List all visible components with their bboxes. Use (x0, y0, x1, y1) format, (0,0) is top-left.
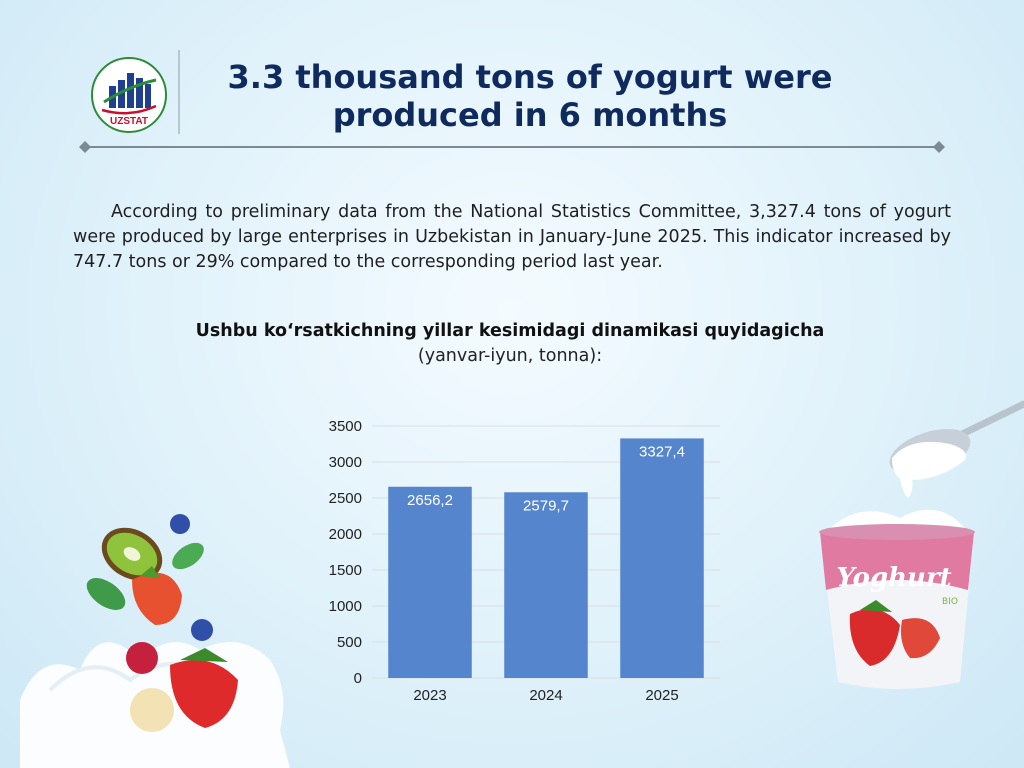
strawberry-icon (849, 600, 940, 666)
raspberry-icon (126, 642, 158, 674)
bar-chart: 0 500 1000 1500 2000 2500 3000 3500 2656,2 2023 25… (329, 418, 720, 704)
y-tick-label: 500 (337, 634, 362, 651)
title-line-1: 3.3 thousand tons of yogurt were (227, 58, 833, 96)
fruit-splash-illustration (20, 514, 290, 768)
x-tick-label: 2025 (645, 687, 678, 704)
mint-leaf-icon (86, 542, 204, 610)
logo-text: UZSTAT (110, 116, 148, 127)
chart-subheading: (yanvar-iyun, tonna): (417, 346, 603, 366)
data-label: 2656,2 (407, 492, 453, 509)
summary-paragraph: According to preliminary data from the N… (73, 202, 951, 272)
x-tick-label: 2023 (413, 687, 446, 704)
cup-label: Yoghurt (836, 563, 951, 593)
bar-2024 (504, 492, 588, 678)
y-tick-label: 3500 (329, 418, 362, 435)
data-label: 3327,4 (639, 443, 685, 460)
page-title: 3.3 thousand tons of yogurt were produce… (190, 58, 870, 134)
y-tick-label: 1000 (329, 598, 362, 615)
strawberry-icon (170, 648, 238, 728)
strawberry-icon (132, 566, 182, 625)
y-tick-label: 2000 (329, 526, 362, 543)
uzstat-logo: UZSTAT (91, 57, 167, 133)
y-tick-label: 0 (354, 670, 362, 687)
x-tick-label: 2024 (529, 687, 562, 704)
y-tick-label: 3000 (329, 454, 362, 471)
bar-2023 (388, 486, 472, 678)
data-label: 2579,7 (523, 497, 569, 514)
header-separator (178, 50, 180, 134)
chart-heading: Ushbu koʻrsatkichning yillar kesimidagi … (195, 321, 825, 341)
spoon-icon (889, 400, 1024, 498)
y-tick-label: 2500 (329, 490, 362, 507)
title-line-2: produced in 6 months (332, 96, 728, 134)
title-divider (79, 141, 945, 153)
yogurt-cup-illustration: Yoghurt BIO (819, 400, 1024, 689)
banana-slice-icon (130, 688, 174, 732)
cup-sublabel: BIO (942, 597, 958, 607)
blueberry-icon (170, 514, 213, 641)
bar-2025 (620, 438, 704, 678)
y-tick-label: 1500 (329, 562, 362, 579)
kiwi-icon (101, 527, 163, 581)
